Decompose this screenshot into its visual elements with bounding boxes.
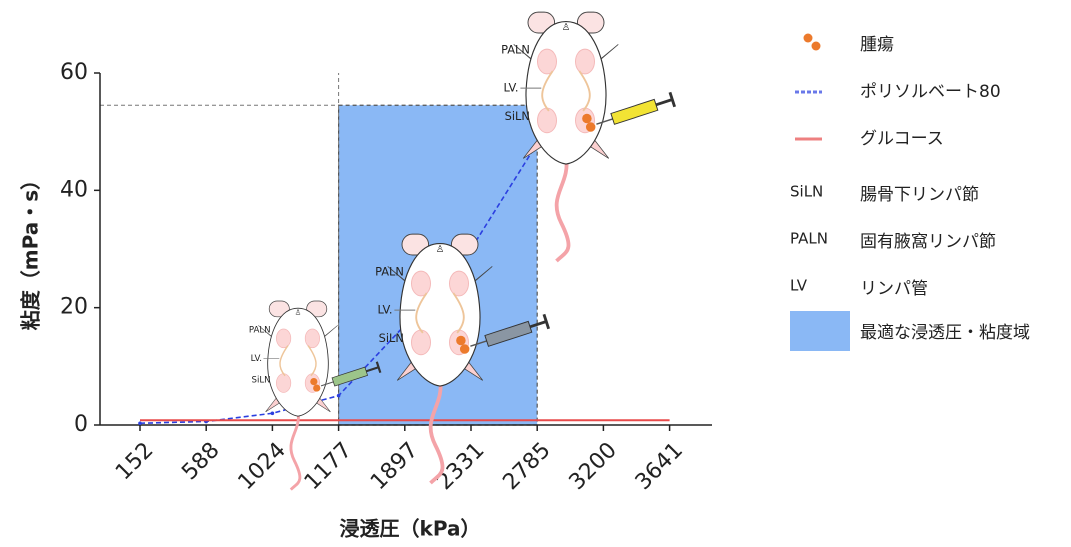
tumor	[586, 122, 596, 132]
point	[138, 421, 142, 425]
node-label: LV.	[377, 303, 392, 317]
tail	[557, 157, 569, 262]
x-tick-label: 3200	[565, 438, 622, 495]
x-axis-label: 浸透圧（kPa）	[340, 517, 481, 541]
lymph-node	[305, 329, 319, 348]
body	[400, 244, 480, 387]
legend-region	[790, 311, 850, 351]
lymph-node	[412, 330, 431, 355]
key-name: 固有腋窩リンパ節	[860, 232, 996, 252]
lymph-node	[276, 374, 290, 393]
key-abbr: SiLN	[790, 183, 823, 201]
node-label: PALN	[375, 265, 404, 279]
y-axis-label: 粘度（mPa・s）	[19, 170, 43, 330]
node-label: PALN	[501, 43, 530, 57]
y-tick-label: 40	[60, 177, 88, 202]
legend-tumor	[812, 42, 821, 51]
body	[268, 308, 329, 416]
nose: ♙	[436, 244, 445, 255]
lymph-node	[538, 49, 557, 74]
key-abbr: LV	[790, 277, 808, 295]
chart: 浸透圧（kPa） 粘度（mPa・s） 0 20 40 60 152 58810241177…	[0, 0, 1071, 547]
node-label: LV.	[251, 354, 262, 364]
point	[337, 394, 341, 398]
x-tick-label: 588	[177, 438, 224, 485]
barrel	[611, 99, 658, 124]
key-name: リンパ管	[860, 279, 928, 299]
x-tick-label: 3641	[631, 438, 688, 495]
tumor	[456, 336, 466, 346]
point	[271, 411, 275, 415]
node-label: SiLN	[505, 109, 530, 123]
x-tick-label: 1024	[234, 438, 291, 495]
lymph-node	[450, 271, 469, 296]
x-tick-label: 152	[111, 438, 158, 485]
key-abbr: PALN	[790, 230, 828, 248]
node-label: SiLN	[251, 376, 270, 386]
node-label: SiLN	[379, 331, 404, 345]
key-name: 腸骨下リンパ節	[860, 185, 979, 205]
nose: ♙	[562, 22, 571, 33]
y-tick-label: 60	[60, 60, 88, 85]
legend-label: グルコース	[860, 129, 944, 149]
lymph-node	[412, 271, 431, 296]
node-label: LV.	[503, 81, 518, 95]
legend-label: 最適な浸透圧・粘度域	[860, 323, 1030, 343]
y-tick-label: 20	[60, 295, 88, 320]
x-tick-label: 2785	[498, 438, 555, 495]
plunger	[656, 100, 672, 105]
tail	[291, 410, 300, 489]
legend-label: ポリソルベート80	[860, 82, 1001, 102]
lymph-node	[538, 108, 557, 133]
lymph-node	[576, 49, 595, 74]
tumor	[460, 344, 470, 354]
legend-label: 腫瘍	[860, 35, 894, 55]
tumor	[582, 114, 592, 124]
lymph-node	[276, 329, 290, 348]
legend-tumor	[804, 34, 813, 43]
x-tick-label: 1177	[300, 438, 357, 495]
x-tick-label: 1897	[366, 438, 423, 495]
tumor	[310, 378, 317, 385]
y-tick-label: 0	[74, 412, 88, 437]
node-label: PALN	[249, 325, 271, 335]
body	[526, 22, 606, 165]
nose: ♙	[295, 307, 301, 316]
tumor	[313, 384, 320, 391]
